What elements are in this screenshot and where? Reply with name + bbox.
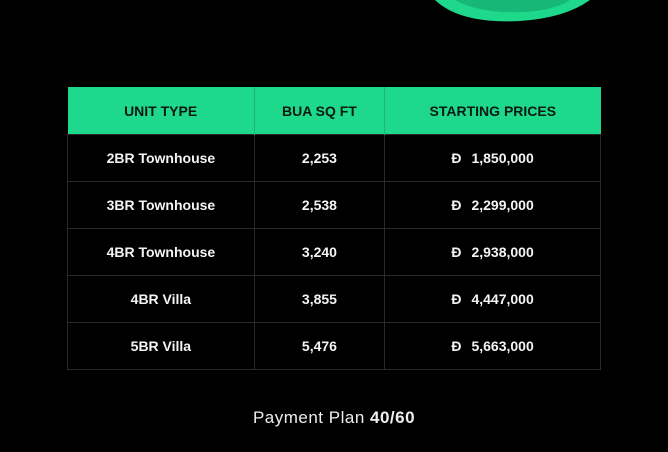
cell-unit-type: 4BR Villa: [67, 275, 255, 323]
table-row: 4BR Villa 3,855 Đ 4,447,000: [67, 275, 601, 323]
table-row: 2BR Townhouse 2,253 Đ 1,850,000: [67, 134, 601, 182]
cell-bua: 2,538: [253, 181, 386, 229]
dirham-currency-icon: Đ: [451, 150, 462, 166]
price-value: 5,663,000: [471, 338, 534, 354]
payment-plan-value: 40/60: [370, 408, 416, 427]
cell-price: Đ 2,299,000: [384, 181, 601, 229]
cell-price: Đ 5,663,000: [384, 322, 601, 370]
price-value: 2,299,000: [471, 197, 534, 213]
cell-unit-type: 5BR Villa: [67, 322, 255, 370]
cell-unit-type: 3BR Townhouse: [67, 181, 255, 229]
pricing-table: UNIT TYPE BUA SQ FT STARTING PRICES 2BR …: [67, 87, 601, 370]
dirham-currency-icon: Đ: [451, 244, 462, 260]
header-unit-type: UNIT TYPE: [67, 87, 255, 135]
cell-price: Đ 1,850,000: [384, 134, 601, 182]
price-value: 4,447,000: [471, 291, 534, 307]
cell-bua: 3,240: [253, 228, 386, 276]
dirham-currency-icon: Đ: [451, 291, 462, 307]
header-bua: BUA SQ FT: [253, 87, 385, 135]
cell-bua: 3,855: [253, 275, 386, 323]
table-row: 5BR Villa 5,476 Đ 5,663,000: [67, 322, 601, 370]
price-value: 2,938,000: [471, 244, 534, 260]
header-starting-prices: STARTING PRICES: [384, 87, 601, 135]
decorative-swoosh-graphic: [435, 0, 590, 22]
dirham-currency-icon: Đ: [451, 197, 462, 213]
cell-unit-type: 4BR Townhouse: [67, 228, 255, 276]
cell-price: Đ 2,938,000: [384, 228, 601, 276]
table-header-row: UNIT TYPE BUA SQ FT STARTING PRICES: [67, 87, 601, 135]
payment-plan: Payment Plan 40/60: [0, 408, 668, 428]
cell-price: Đ 4,447,000: [384, 275, 601, 323]
cell-unit-type: 2BR Townhouse: [67, 134, 255, 182]
price-value: 1,850,000: [471, 150, 534, 166]
table-row: 4BR Townhouse 3,240 Đ 2,938,000: [67, 228, 601, 276]
dirham-currency-icon: Đ: [451, 338, 462, 354]
cell-bua: 2,253: [253, 134, 386, 182]
payment-plan-label: Payment Plan: [252, 408, 365, 427]
table-row: 3BR Townhouse 2,538 Đ 2,299,000: [67, 181, 601, 229]
cell-bua: 5,476: [253, 322, 386, 370]
